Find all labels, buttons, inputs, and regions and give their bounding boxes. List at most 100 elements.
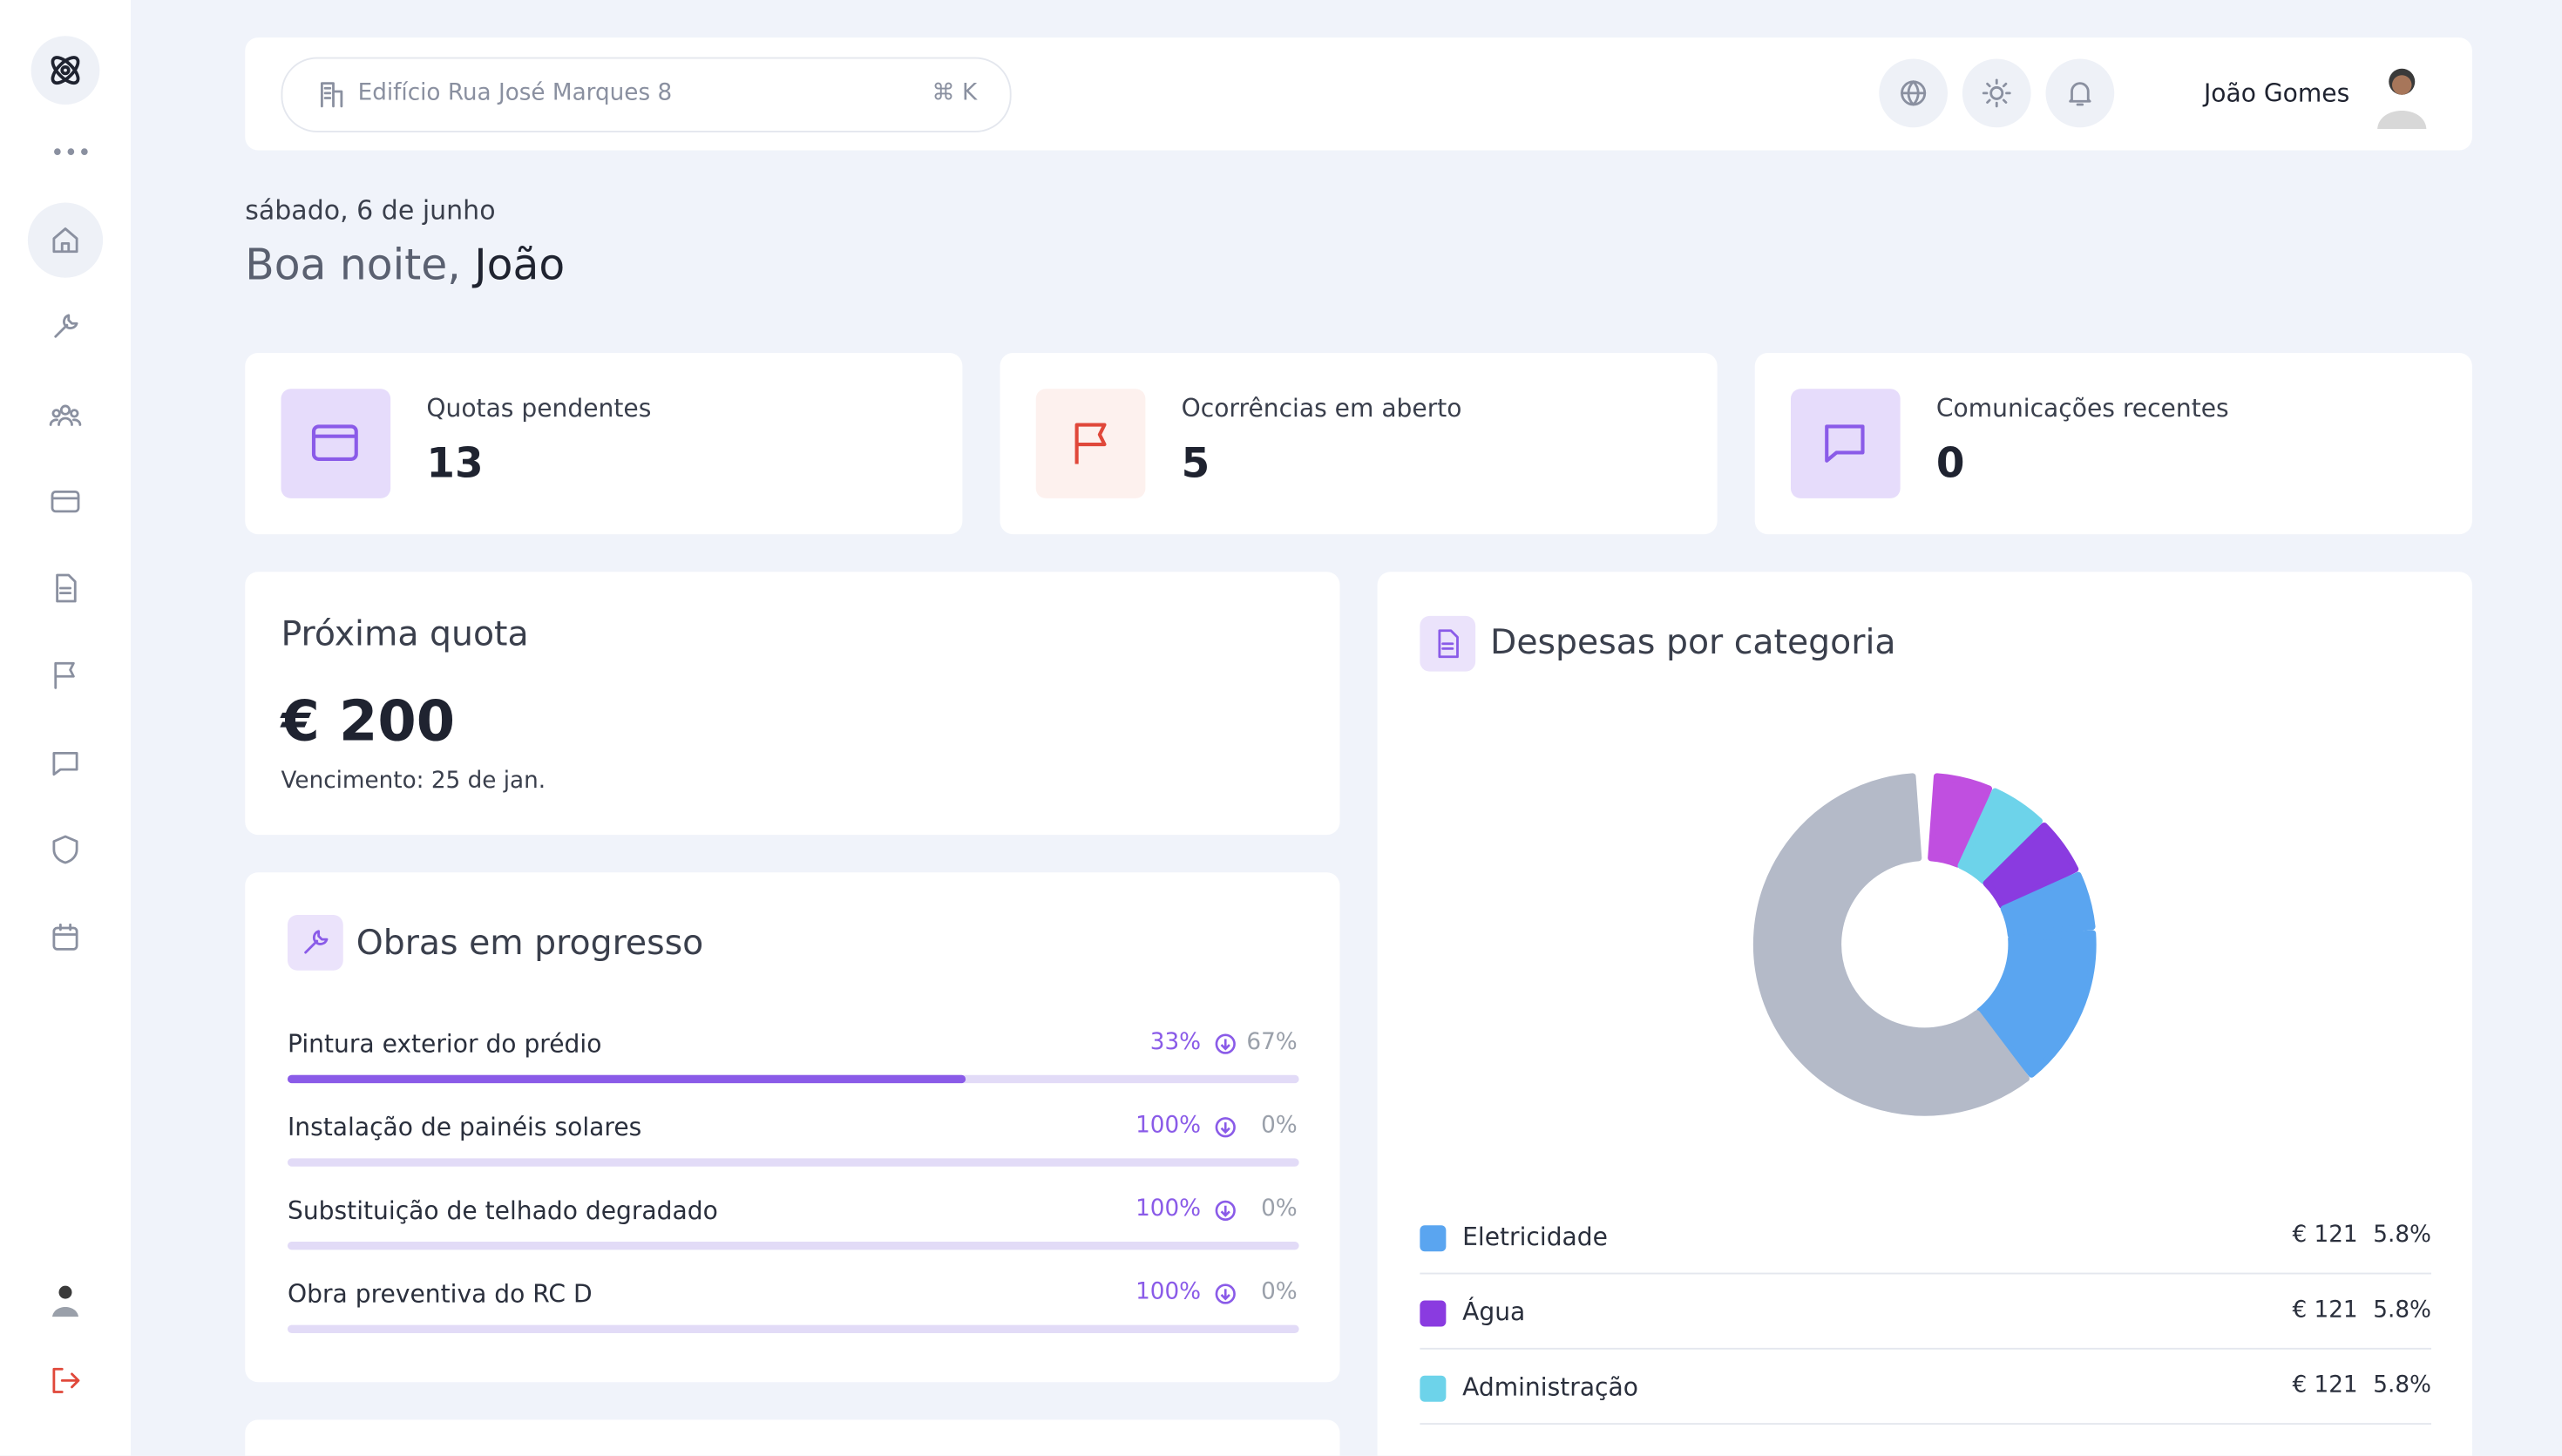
stat-value: 13 (426, 439, 484, 487)
nav-calendar[interactable] (49, 922, 82, 955)
work-arrow-icon (1215, 1033, 1236, 1054)
work-name: Obra preventiva do RC D (288, 1279, 593, 1309)
stat-card: Quotas pendentes 13 (245, 353, 963, 535)
document-icon (1438, 629, 1459, 659)
stat-icon-glyph (311, 424, 358, 461)
globe-icon (1901, 80, 1927, 106)
work-done-label: 100% (1135, 1279, 1202, 1306)
donut-segment (1752, 773, 2030, 1116)
date: sábado, 6 de junho (245, 194, 496, 226)
work-remaining-label: 0% (1261, 1195, 1298, 1222)
stat-label: Quotas pendentes (426, 393, 652, 423)
legend-share: 5.8% (2373, 1372, 2431, 1398)
donut-segment (2000, 871, 2096, 939)
work-name: Pintura exterior do prédio (288, 1029, 602, 1059)
stat-value: 5 (1181, 439, 1210, 487)
logo (30, 36, 100, 105)
theme-button[interactable] (1962, 58, 2031, 128)
work-done-label: 100% (1135, 1195, 1202, 1222)
building-icon (320, 82, 343, 108)
next-quota-card: Próxima quota € 200 Vencimento: 25 de ja… (245, 572, 1340, 836)
greeting-name: João (474, 241, 566, 291)
legend-swatch (1420, 1375, 1447, 1402)
donut-segment (1928, 773, 1993, 868)
nav-residents[interactable] (49, 399, 82, 432)
donut-chart (1752, 773, 2097, 1116)
expenses-icon (1420, 615, 1476, 672)
nav-works[interactable] (49, 310, 82, 343)
search-placeholder: Edifício Rua José Marques 8 (357, 79, 673, 106)
progress-fill (288, 1074, 966, 1084)
stat-card: Ocorrências em aberto 5 (1000, 353, 1718, 535)
work-name: Instalação de painéis solares (288, 1112, 642, 1142)
logo-icon (51, 56, 80, 85)
sun-icon (1982, 78, 2011, 108)
legend-divider (1420, 1423, 2431, 1425)
legend-name: Administração (1462, 1372, 1638, 1402)
stat-icon-glyph (1825, 424, 1865, 463)
bell-icon (2069, 82, 2091, 106)
salutation: Boa noite, (245, 241, 461, 291)
user-name[interactable]: João Gomes (2203, 78, 2350, 108)
expenses-card: Despesas por categoria Eletricidade 5.8% €… (1377, 572, 2472, 1456)
next-card (245, 1419, 1340, 1456)
legend-share: 5.8% (2373, 1222, 2431, 1249)
legend-share: 5.8% (2373, 1297, 2431, 1324)
works-icon (288, 915, 343, 971)
work-arrow-icon (1215, 1200, 1236, 1221)
search-shortcut: ⌘ K (932, 79, 978, 106)
wrench-icon (304, 930, 329, 954)
logout[interactable] (49, 1365, 82, 1398)
user-avatar[interactable] (2373, 60, 2432, 130)
legend-amount: € 121 (2292, 1297, 2358, 1324)
stat-card: Comunicações recentes 0 (1754, 353, 2472, 535)
legend-divider (1420, 1347, 2431, 1350)
home-icon (52, 227, 78, 254)
expenses-title: Despesas por categoria (1490, 622, 1896, 662)
stat-label: Comunicações recentes (1935, 393, 2229, 423)
nav-messages[interactable] (49, 747, 82, 780)
legend-swatch (1420, 1225, 1447, 1252)
legend-name: Água (1462, 1297, 1526, 1327)
works-title: Obras em progresso (356, 923, 704, 963)
progress-track (288, 1242, 1299, 1250)
nav-payments[interactable] (49, 485, 82, 518)
work-remaining-label: 0% (1261, 1279, 1298, 1306)
language-button[interactable] (1879, 58, 1948, 128)
nav-documents[interactable] (49, 572, 82, 605)
legend-amount: € 121 (2292, 1222, 2358, 1249)
next-quota-amount: € 200 (281, 689, 456, 755)
legend-divider (1420, 1272, 2431, 1275)
next-quota-due: Vencimento: 25 de jan. (281, 768, 546, 795)
stat-icon (281, 389, 391, 498)
stat-icon (1035, 389, 1146, 498)
notifications-button[interactable] (2045, 58, 2115, 128)
work-done-label: 33% (1149, 1029, 1202, 1056)
work-arrow-icon (1215, 1283, 1236, 1304)
search-box[interactable]: Edifício Rua José Marques 8 ⌘ K (281, 57, 1012, 132)
sidebar-avatar[interactable] (49, 1281, 82, 1317)
work-remaining-label: 67% (1246, 1029, 1298, 1056)
greeting: Boa noite, João (245, 242, 565, 291)
nav-insurance[interactable] (49, 833, 82, 866)
top-bar: Edifício Rua José Marques 8 ⌘ K João Gom… (245, 37, 2472, 151)
work-arrow-icon (1215, 1117, 1236, 1138)
stat-icon (1791, 389, 1901, 498)
progress-track (288, 1324, 1299, 1333)
donut-segment (1982, 822, 2079, 910)
works-card: Obras em progresso Pintura exterior do p… (245, 872, 1340, 1383)
next-quota-title: Próxima quota (281, 614, 529, 654)
progress-track (288, 1158, 1299, 1167)
donut-segment (1976, 930, 2097, 1078)
work-name: Substituição de telhado degradado (288, 1195, 718, 1226)
nav-occurrences[interactable] (49, 659, 82, 692)
stat-label: Ocorrências em aberto (1181, 393, 1462, 423)
legend-name: Eletricidade (1462, 1222, 1608, 1252)
work-remaining-label: 0% (1261, 1112, 1298, 1139)
sidebar: ••• (0, 0, 131, 1456)
more[interactable]: ••• (51, 140, 92, 167)
nav-home[interactable] (27, 202, 104, 278)
legend-amount: € 121 (2292, 1372, 2358, 1398)
